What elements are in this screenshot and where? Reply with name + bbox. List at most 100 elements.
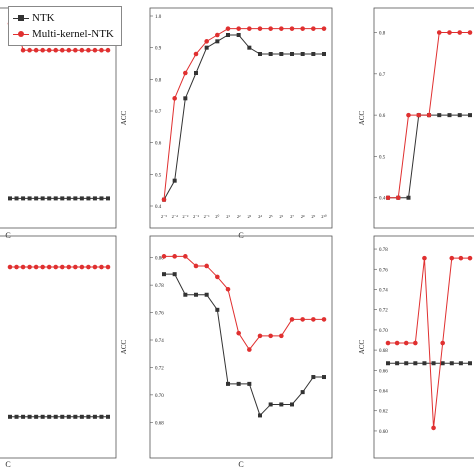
data-point-ntk — [27, 414, 32, 419]
y-tick-label: 0.68 — [155, 421, 164, 426]
data-point-ntk — [194, 292, 198, 297]
data-point-ntk — [8, 414, 12, 419]
data-point-multi-kernel-ntk — [257, 333, 263, 339]
data-point-ntk — [268, 402, 273, 407]
data-point-multi-kernel-ntk — [86, 264, 91, 270]
data-point-multi-kernel-ntk — [300, 26, 305, 31]
series-line-multi-kernel-ntk — [163, 28, 324, 200]
data-point-ntk — [172, 178, 177, 183]
data-point-ntk — [21, 414, 26, 419]
series-line-multi-kernel-ntk — [388, 257, 470, 428]
data-point-ntk — [406, 195, 411, 200]
data-point-multi-kernel-ntk — [289, 26, 295, 31]
data-point-ntk — [183, 96, 188, 101]
panel-frame-top-right — [373, 7, 474, 229]
data-point-ntk — [79, 414, 84, 419]
data-point-ntk — [226, 381, 230, 386]
data-point-ntk — [21, 196, 26, 201]
data-point-ntk — [73, 414, 78, 419]
data-point-ntk — [86, 414, 91, 419]
data-point-multi-kernel-ntk — [40, 264, 45, 270]
data-point-multi-kernel-ntk — [46, 47, 52, 53]
y-tick-label: 0.4 — [379, 197, 386, 202]
data-point-ntk — [236, 381, 241, 386]
x-tick-label: 2⁸ — [301, 214, 305, 219]
x-tick-label: 2⁻⁵ — [161, 214, 168, 219]
y-tick-label: 0.78 — [155, 284, 164, 289]
data-point-multi-kernel-ntk — [79, 47, 85, 53]
data-point-ntk — [404, 361, 409, 366]
data-point-multi-kernel-ntk — [73, 264, 78, 270]
legend: NTK Multi-kernel-NTK — [8, 6, 122, 46]
data-point-ntk — [468, 361, 472, 366]
data-point-ntk — [47, 196, 52, 201]
data-point-multi-kernel-ntk — [447, 30, 452, 35]
data-point-ntk — [268, 52, 273, 56]
data-point-ntk — [437, 113, 442, 118]
data-point-multi-kernel-ntk — [27, 264, 32, 270]
y-tick-label: 0.4 — [155, 205, 162, 210]
data-point-multi-kernel-ntk — [183, 254, 188, 259]
x-tick-label: 2⁰ — [215, 214, 219, 219]
x-axis-label: C — [5, 231, 10, 240]
x-tick-label: 2⁹ — [311, 214, 315, 219]
x-tick-label: 2² — [237, 214, 241, 219]
panel-frame-bottom-middle — [149, 235, 333, 459]
y-tick-label: 0.64 — [379, 390, 388, 395]
y-tick-label: 0.5 — [379, 155, 386, 160]
data-point-multi-kernel-ntk — [225, 286, 231, 292]
y-tick-label: 0.76 — [155, 312, 164, 317]
x-tick-label: 2⁻² — [193, 214, 200, 219]
x-tick-label: 2⁻³ — [182, 214, 189, 219]
series-line-ntk — [164, 273, 324, 417]
data-point-multi-kernel-ntk — [236, 330, 241, 336]
data-point-ntk — [66, 414, 71, 419]
data-point-multi-kernel-ntk — [311, 26, 316, 31]
data-point-ntk — [311, 375, 316, 380]
data-point-multi-kernel-ntk — [204, 263, 209, 269]
data-point-ntk — [53, 414, 58, 419]
data-point-ntk — [92, 414, 97, 419]
y-tick-label: 0.66 — [379, 369, 388, 374]
y-tick-label: 0.74 — [155, 339, 164, 344]
y-tick-label: 0.68 — [379, 349, 388, 354]
data-point-ntk — [236, 33, 241, 37]
x-axis-label: C — [5, 460, 10, 469]
series-line-ntk — [388, 114, 470, 199]
data-point-multi-kernel-ntk — [268, 26, 273, 31]
data-point-ntk — [204, 45, 209, 50]
x-tick-label: 2⁴ — [258, 214, 262, 219]
data-point-ntk — [247, 45, 252, 50]
data-point-multi-kernel-ntk — [92, 264, 98, 270]
x-tick-label: 2³ — [248, 214, 252, 219]
legend-item-multi-kernel-ntk: Multi-kernel-NTK — [13, 27, 114, 41]
data-point-multi-kernel-ntk — [394, 340, 400, 346]
data-point-multi-kernel-ntk — [204, 39, 209, 44]
data-point-multi-kernel-ntk — [59, 47, 65, 53]
x-tick-label: 2⁻¹ — [204, 214, 211, 219]
data-point-multi-kernel-ntk — [66, 264, 72, 270]
y-tick-label: 0.9 — [155, 47, 162, 52]
data-point-ntk — [183, 292, 188, 297]
data-point-ntk — [422, 361, 427, 366]
y-tick-label: 0.8 — [379, 32, 386, 37]
data-point-multi-kernel-ntk — [59, 264, 65, 270]
data-point-multi-kernel-ntk — [193, 51, 199, 57]
y-tick-label: 0.8 — [155, 78, 162, 83]
data-point-multi-kernel-ntk — [193, 263, 199, 269]
panel-frame-bottom-left — [0, 235, 117, 459]
data-point-multi-kernel-ntk — [416, 112, 422, 118]
data-point-multi-kernel-ntk — [105, 264, 111, 270]
data-point-ntk — [322, 375, 326, 380]
data-point-multi-kernel-ntk — [426, 112, 432, 118]
data-point-multi-kernel-ntk — [279, 333, 284, 339]
data-point-multi-kernel-ntk — [53, 47, 59, 53]
series-line-ntk — [163, 34, 324, 200]
data-point-ntk — [226, 33, 230, 37]
legend-label-multi-kernel-ntk: Multi-kernel-NTK — [32, 28, 114, 40]
data-point-ntk — [60, 196, 65, 201]
data-point-ntk — [447, 113, 452, 118]
data-point-ntk — [440, 361, 445, 366]
data-point-multi-kernel-ntk — [172, 96, 177, 101]
